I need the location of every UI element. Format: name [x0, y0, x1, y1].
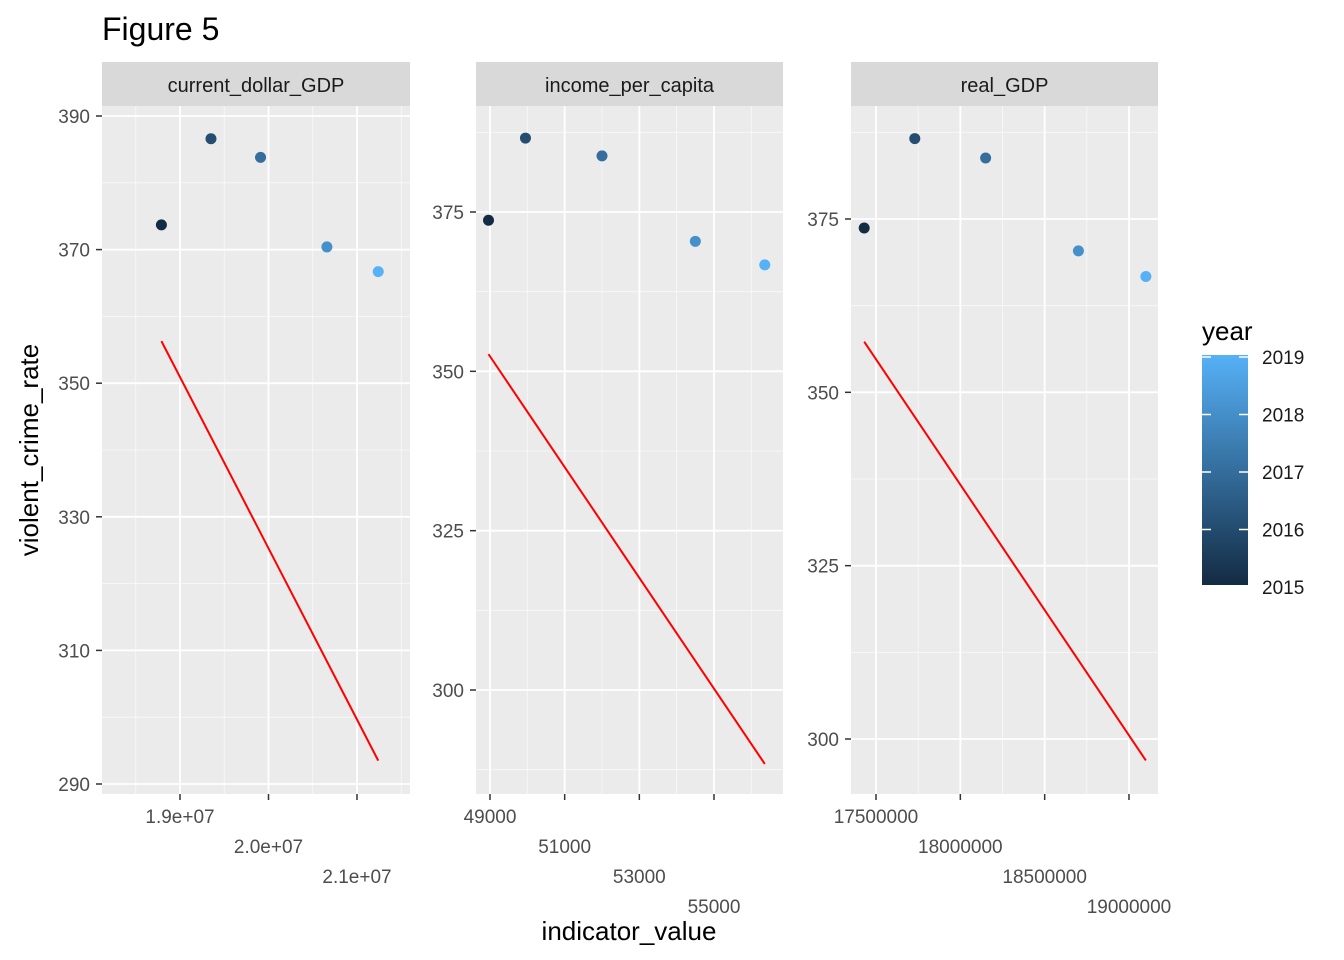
y-tick-label: 370	[58, 241, 90, 262]
y-tick-label: 350	[807, 383, 839, 404]
figure-title: Figure 5	[102, 11, 219, 47]
legend-label-2019: 2019	[1262, 348, 1304, 369]
y-tick-label: 300	[807, 730, 839, 751]
facet-panel-income-per-capita: income_per_capita 300 325 350 375 49000 51000 5…	[432, 62, 783, 918]
y-tick-label: 350	[432, 362, 464, 383]
year-legend: year 2019 2018 2017 2016 2015	[1202, 316, 1304, 599]
facet-strip	[851, 62, 1158, 106]
data-point-2019	[372, 266, 384, 278]
y-tick-label: 350	[58, 374, 90, 395]
data-point-2016	[909, 133, 921, 145]
x-tick-label: 53000	[613, 867, 666, 888]
data-point-2017	[255, 151, 267, 163]
y-tick-label: 290	[58, 775, 90, 796]
data-point-2018	[321, 241, 333, 253]
grid-lines	[851, 106, 1158, 794]
y-tick-label: 330	[58, 508, 90, 529]
panel-background	[851, 106, 1158, 794]
facet-strip	[476, 62, 783, 106]
y-tick-label: 375	[432, 203, 464, 224]
x-tick-label: 49000	[464, 807, 517, 828]
x-tick-label: 17500000	[834, 807, 919, 828]
y-tick-label: 325	[807, 557, 839, 578]
regression-line	[160, 340, 380, 762]
legend-labels: 2019 2018 2017 2016 2015	[1202, 348, 1304, 599]
legend-title: year	[1202, 316, 1253, 346]
x-tick-label: 18500000	[1002, 867, 1087, 888]
x-axis-title: indicator_value	[542, 916, 717, 946]
facet-strip-label: real_GDP	[961, 75, 1049, 97]
y-axis-title: violent_crime_rate	[14, 344, 44, 556]
grid-lines	[102, 106, 410, 794]
facet-panels: current_dollar_GDP 290 310 330 350 370 390 1.9e…	[58, 62, 1171, 918]
x-tick-label: 2.0e+07	[234, 837, 303, 858]
facet-strip-label: current_dollar_GDP	[168, 75, 345, 97]
facet-strip	[102, 62, 410, 106]
data-point-2015	[483, 214, 495, 226]
data-point-2019	[1140, 271, 1152, 283]
legend-label-2018: 2018	[1262, 406, 1304, 427]
y-tick-label: 325	[432, 522, 464, 543]
data-point-2017	[596, 150, 608, 162]
facet-strip-label: income_per_capita	[545, 75, 715, 97]
data-point-2017	[980, 152, 992, 164]
legend-label-2016: 2016	[1262, 521, 1304, 542]
facet-panel-real-GDP: real_GDP 300 325 350 375 17500000 18000000 1850…	[807, 62, 1171, 918]
x-tick-label: 51000	[538, 837, 591, 858]
x-tick-label: 1.9e+07	[145, 807, 214, 828]
regression-line	[863, 341, 1147, 762]
y-tick-label: 375	[807, 210, 839, 231]
data-point-2018	[1072, 245, 1084, 257]
legend-label-2015: 2015	[1262, 578, 1304, 599]
data-point-2018	[689, 235, 701, 247]
facet-panel-current-dollar-GDP: current_dollar_GDP 290 310 330 350 370 390 1.9e…	[58, 62, 410, 888]
x-tick-label: 55000	[688, 897, 741, 918]
regression-line	[487, 353, 766, 765]
data-point-2016	[205, 133, 217, 145]
y-tick-label: 390	[58, 107, 90, 128]
legend-colorbar	[1202, 355, 1248, 585]
y-tick-label: 300	[432, 681, 464, 702]
data-point-2016	[519, 132, 531, 144]
x-tick-label: 18000000	[918, 837, 1003, 858]
y-tick-label: 310	[58, 641, 90, 662]
data-point-2019	[759, 259, 771, 271]
x-tick-label: 2.1e+07	[322, 867, 391, 888]
data-point-2015	[155, 219, 167, 231]
x-tick-label: 19000000	[1087, 897, 1172, 918]
data-point-2015	[858, 222, 870, 234]
legend-label-2017: 2017	[1262, 463, 1304, 484]
grid-lines	[476, 106, 783, 794]
